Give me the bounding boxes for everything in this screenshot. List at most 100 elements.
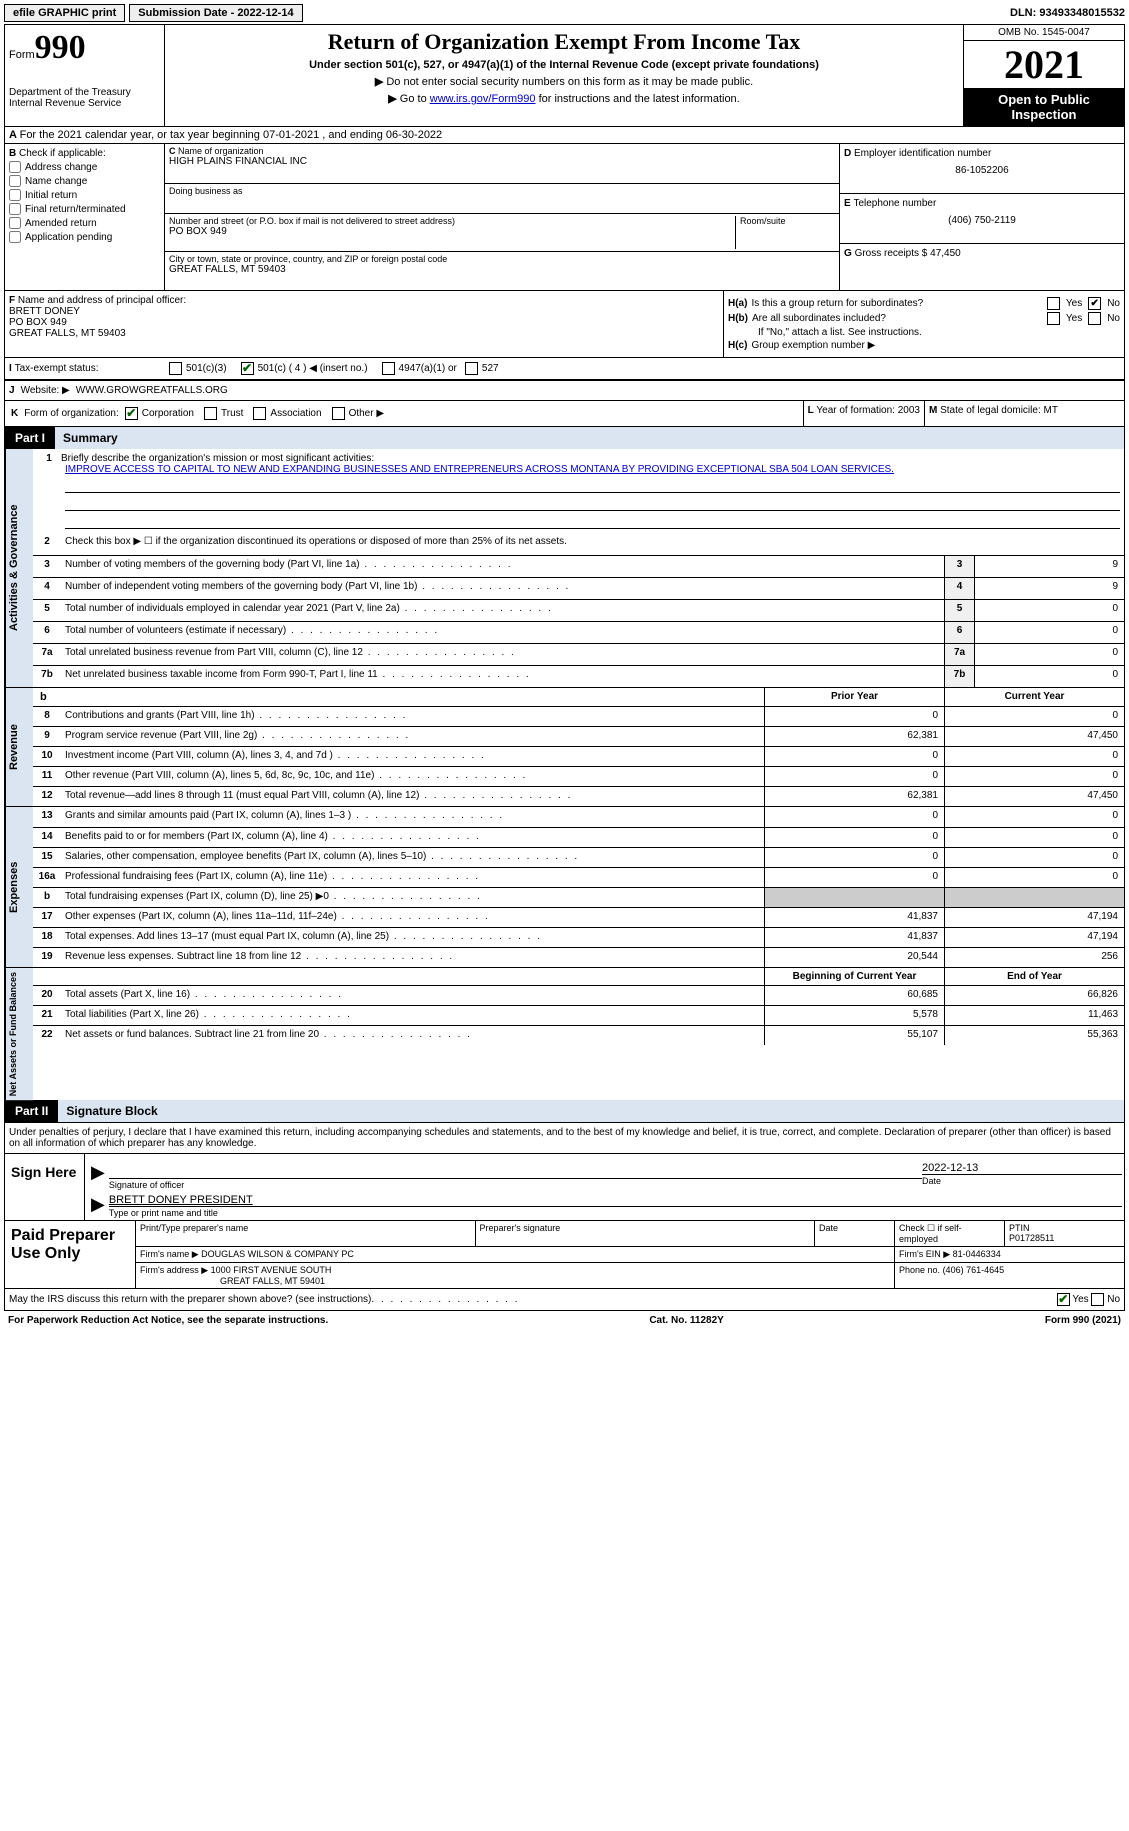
discuss-yes[interactable] — [1057, 1293, 1070, 1306]
4947-checkbox[interactable] — [382, 362, 395, 375]
corp-checkbox[interactable] — [125, 407, 138, 420]
form-header: Form990 Department of the Treasury Inter… — [5, 25, 1124, 126]
footer-left: For Paperwork Reduction Act Notice, see … — [8, 1315, 328, 1326]
discuss-text: May the IRS discuss this return with the… — [9, 1294, 371, 1305]
line-num: 13 — [33, 807, 61, 827]
current-value: 256 — [944, 948, 1124, 967]
prior-value: 62,381 — [764, 787, 944, 806]
prep-name-cell: Print/Type preparer's name — [135, 1221, 475, 1246]
current-value: 0 — [944, 848, 1124, 867]
501c-checkbox[interactable] — [241, 362, 254, 375]
prior-value: 0 — [764, 828, 944, 847]
line-text: Investment income (Part VIII, column (A)… — [61, 747, 764, 766]
opt-527: 527 — [482, 363, 499, 374]
other-checkbox[interactable] — [332, 407, 345, 420]
inspection-label: Open to Public Inspection — [964, 88, 1124, 126]
summary-line: 4Number of independent voting members of… — [33, 577, 1124, 599]
line-1: 1Briefly describe the organization's mis… — [33, 449, 1124, 533]
discuss-no[interactable] — [1091, 1293, 1104, 1306]
line-ref: 5 — [944, 600, 974, 621]
activities-section: Activities & Governance 1Briefly describ… — [5, 449, 1124, 687]
submission-date: Submission Date - 2022-12-14 — [129, 4, 302, 22]
form-label: Form — [9, 49, 35, 61]
summary-line: 3Number of voting members of the governi… — [33, 555, 1124, 577]
ha-text: Is this a group return for subordinates? — [751, 298, 923, 309]
current-value: 0 — [944, 807, 1124, 827]
prior-value: 20,544 — [764, 948, 944, 967]
form-number: 990 — [35, 29, 86, 66]
year-formation: 2003 — [898, 405, 920, 416]
line-num: 11 — [33, 767, 61, 786]
row-i: I Tax-exempt status: 501(c)(3) 501(c) ( … — [5, 357, 1124, 380]
line-num: 15 — [33, 848, 61, 867]
b-checkbox[interactable] — [9, 231, 21, 243]
officer-label: Name and address of principal officer: — [18, 295, 186, 306]
row-a: A For the 2021 calendar year, or tax yea… — [5, 126, 1124, 143]
opt-trust: Trust — [221, 408, 243, 419]
prior-value: 0 — [764, 767, 944, 786]
gross-label: Gross receipts $ — [855, 248, 928, 259]
data-row: 8Contributions and grants (Part VIII, li… — [33, 706, 1124, 726]
line-text: Professional fundraising fees (Part IX, … — [61, 868, 764, 887]
line-num: 17 — [33, 908, 61, 927]
firm-ein-cell: Firm's EIN ▶ 81-0446334 — [894, 1247, 1124, 1262]
data-row: 19Revenue less expenses. Subtract line 1… — [33, 947, 1124, 967]
col-b: B Check if applicable: Address changeNam… — [5, 144, 165, 290]
website-label: Website: ▶ — [21, 385, 70, 396]
tel-value: (406) 750-2119 — [844, 215, 1120, 226]
current-value: 47,450 — [944, 787, 1124, 806]
opt-501c: 501(c) ( 4 ) ◀ (insert no.) — [258, 363, 368, 374]
mission-text: IMPROVE ACCESS TO CAPITAL TO NEW AND EXP… — [65, 464, 1120, 475]
hb-yes-checkbox[interactable] — [1047, 312, 1060, 325]
527-checkbox[interactable] — [465, 362, 478, 375]
sig-date-caption: Date — [922, 1174, 1122, 1186]
header-center: Return of Organization Exempt From Incom… — [165, 25, 964, 126]
officer-printed: BRETT DONEY PRESIDENT — [109, 1194, 1122, 1206]
c-name-label: Name of organization — [178, 146, 264, 156]
row-j: J Website: ▶ WWW.GROWGREATFALLS.ORG — [5, 380, 1124, 400]
line-text: Benefits paid to or for members (Part IX… — [61, 828, 764, 847]
ha-yesno: Yes No — [1047, 297, 1120, 310]
hb-label: H(b) — [728, 313, 748, 324]
ha-yes-checkbox[interactable] — [1047, 297, 1060, 310]
checkbox-line: Application pending — [9, 231, 160, 243]
line-text: Net assets or fund balances. Subtract li… — [61, 1026, 764, 1045]
tax-year: 2021 — [964, 41, 1124, 88]
trust-checkbox[interactable] — [204, 407, 217, 420]
website-value: WWW.GROWGREATFALLS.ORG — [76, 385, 228, 396]
current-value: 0 — [944, 828, 1124, 847]
data-row: 13Grants and similar amounts paid (Part … — [33, 807, 1124, 827]
current-value: 47,194 — [944, 928, 1124, 947]
ha-no-checkbox[interactable] — [1088, 297, 1101, 310]
efile-button[interactable]: efile GRAPHIC print — [4, 4, 125, 22]
top-bar: efile GRAPHIC print Submission Date - 20… — [4, 4, 1125, 22]
501c3-checkbox[interactable] — [169, 362, 182, 375]
officer-addr1: PO BOX 949 — [9, 317, 719, 328]
firm-name: DOUGLAS WILSON & COMPANY PC — [201, 1249, 354, 1259]
firm-addr1: 1000 FIRST AVENUE SOUTH — [211, 1265, 332, 1275]
sig-arrow-2: ▶ — [87, 1194, 109, 1218]
form-title: Return of Organization Exempt From Incom… — [169, 29, 959, 55]
form-border: Form990 Department of the Treasury Inter… — [4, 24, 1125, 1311]
line-text: Salaries, other compensation, employee b… — [61, 848, 764, 867]
data-row: 15Salaries, other compensation, employee… — [33, 847, 1124, 867]
data-row: 18Total expenses. Add lines 13–17 (must … — [33, 927, 1124, 947]
hb-no-checkbox[interactable] — [1088, 312, 1101, 325]
prior-value: 41,837 — [764, 928, 944, 947]
irs-link[interactable]: www.irs.gov/Form990 — [430, 93, 536, 105]
inst1-text: Do not enter social security numbers on … — [386, 76, 753, 88]
line-text: Total number of volunteers (estimate if … — [61, 622, 944, 643]
b-checkbox[interactable] — [9, 161, 21, 173]
line-text: Other expenses (Part IX, column (A), lin… — [61, 908, 764, 927]
b-checkbox[interactable] — [9, 189, 21, 201]
instruction-1: ▶ Do not enter social security numbers o… — [169, 75, 959, 88]
b-checkbox[interactable] — [9, 217, 21, 229]
line-text: Other revenue (Part VIII, column (A), li… — [61, 767, 764, 786]
col-f: F Name and address of principal officer:… — [5, 291, 724, 357]
current-value: 55,363 — [944, 1026, 1124, 1045]
tax-status-label: Tax-exempt status: — [15, 363, 99, 374]
part1-title: Summary — [55, 427, 1124, 449]
assoc-checkbox[interactable] — [253, 407, 266, 420]
b-checkbox[interactable] — [9, 203, 21, 215]
b-checkbox[interactable] — [9, 175, 21, 187]
